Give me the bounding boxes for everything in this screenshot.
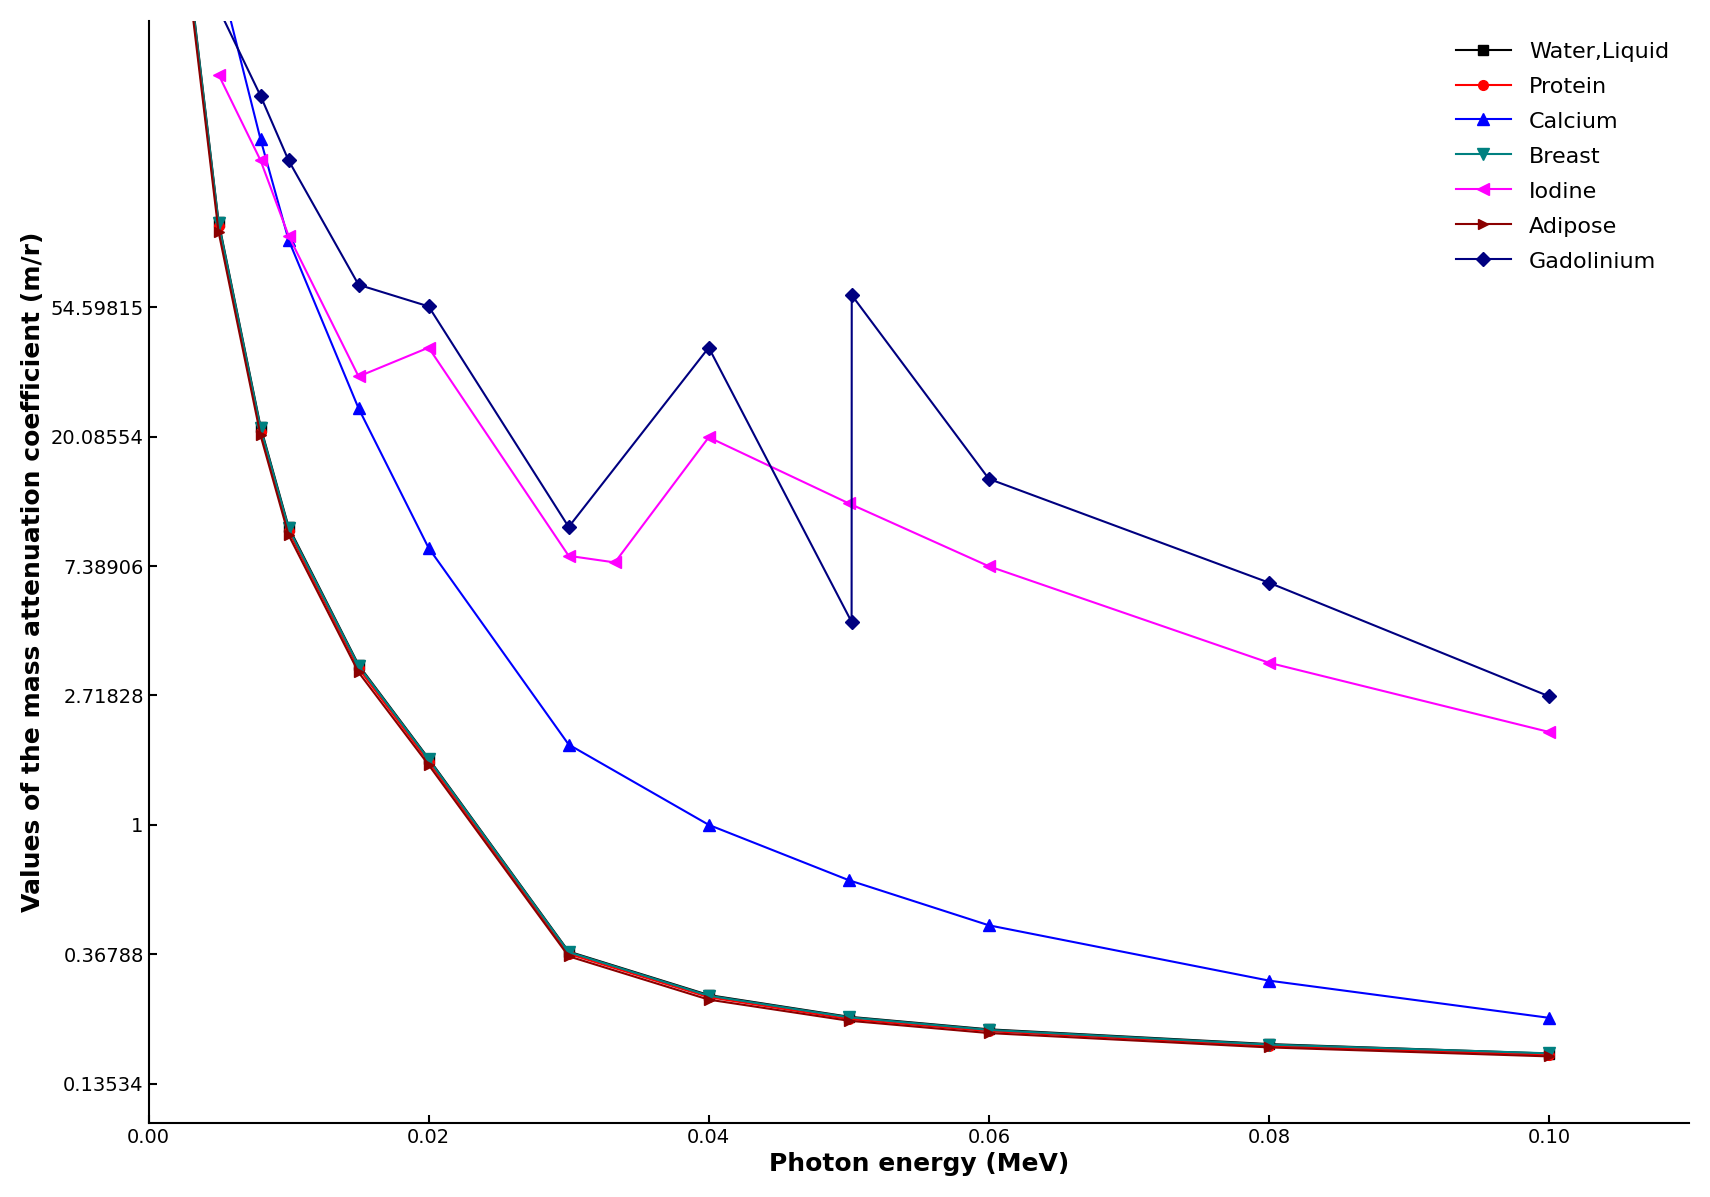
Water,Liquid (1539, 1046, 1560, 1061)
Breast (419, 752, 439, 766)
Iodine (978, 559, 999, 573)
Water,Liquid (978, 1022, 999, 1037)
Line: Breast: Breast (156, 0, 1556, 1059)
Protein (698, 990, 718, 1004)
Gadolinium (978, 472, 999, 486)
Water,Liquid (1259, 1037, 1279, 1051)
Breast (1539, 1046, 1560, 1061)
Adipose (978, 1026, 999, 1040)
Water,Liquid (250, 419, 270, 433)
Breast (978, 1022, 999, 1037)
Breast (1259, 1038, 1279, 1052)
Calcium (559, 737, 580, 752)
Protein (349, 661, 369, 675)
Protein (209, 219, 229, 233)
Gadolinium (250, 89, 270, 103)
Protein (1539, 1047, 1560, 1062)
Calcium (250, 132, 270, 146)
Water,Liquid (559, 944, 580, 959)
Iodine (1259, 656, 1279, 670)
Protein (250, 425, 270, 439)
Iodine (209, 67, 229, 81)
X-axis label: Photon energy (MeV): Photon energy (MeV) (770, 1153, 1069, 1177)
Line: Iodine: Iodine (212, 68, 1556, 739)
Protein (279, 524, 299, 539)
Adipose (279, 528, 299, 542)
Iodine (698, 430, 718, 444)
Breast (838, 1010, 858, 1025)
Water,Liquid (698, 988, 718, 1002)
Gadolinium (841, 288, 862, 303)
Legend: Water,Liquid, Protein, Calcium, Breast, Iodine, Adipose, Gadolinium: Water,Liquid, Protein, Calcium, Breast, … (1447, 32, 1678, 280)
Breast (250, 420, 270, 435)
Breast (279, 521, 299, 535)
Gadolinium (209, 1, 229, 16)
Protein (978, 1023, 999, 1038)
Iodine (419, 340, 439, 354)
Y-axis label: Values of the mass attenuation coefficient (m/r): Values of the mass attenuation coefficie… (21, 231, 44, 912)
Adipose (209, 225, 229, 239)
Breast (559, 944, 580, 959)
Calcium (419, 541, 439, 555)
Adipose (419, 758, 439, 772)
Gadolinium (1259, 576, 1279, 590)
Calcium (978, 918, 999, 932)
Iodine (349, 370, 369, 384)
Iodine (559, 548, 580, 563)
Breast (698, 989, 718, 1003)
Gadolinium (559, 519, 580, 534)
Adipose (1259, 1040, 1279, 1055)
Gadolinium (698, 340, 718, 354)
Protein (1259, 1039, 1279, 1053)
Adipose (250, 429, 270, 443)
Line: Protein: Protein (157, 0, 1554, 1059)
Adipose (698, 992, 718, 1007)
Calcium (349, 401, 369, 415)
Gadolinium (841, 615, 862, 630)
Iodine (605, 555, 626, 570)
Iodine (250, 153, 270, 168)
Iodine (279, 229, 299, 243)
Breast (209, 215, 229, 230)
Line: Adipose: Adipose (157, 0, 1554, 1062)
Calcium (1259, 973, 1279, 988)
Calcium (1539, 1010, 1560, 1025)
Gadolinium (279, 153, 299, 168)
Gadolinium (349, 278, 369, 292)
Calcium (698, 818, 718, 832)
Line: Gadolinium: Gadolinium (214, 4, 1554, 701)
Line: Water,Liquid: Water,Liquid (157, 0, 1554, 1058)
Protein (838, 1011, 858, 1026)
Calcium (279, 232, 299, 247)
Water,Liquid (209, 214, 229, 229)
Breast (349, 658, 369, 673)
Adipose (559, 949, 580, 964)
Iodine (838, 497, 858, 511)
Calcium (838, 873, 858, 887)
Protein (559, 947, 580, 961)
Water,Liquid (419, 752, 439, 766)
Gadolinium (1539, 689, 1560, 704)
Water,Liquid (838, 1009, 858, 1023)
Water,Liquid (279, 519, 299, 534)
Protein (419, 754, 439, 768)
Gadolinium (419, 299, 439, 314)
Water,Liquid (349, 658, 369, 673)
Adipose (1539, 1050, 1560, 1064)
Adipose (838, 1014, 858, 1028)
Adipose (349, 666, 369, 680)
Iodine (1539, 725, 1560, 740)
Line: Calcium: Calcium (156, 0, 1556, 1025)
